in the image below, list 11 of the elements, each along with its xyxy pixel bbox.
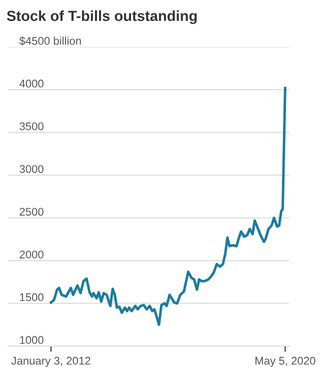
chart-title: Stock of T-bills outstanding [6,10,197,24]
y-tick-label: 3500 [20,122,44,130]
y-tick-label: 2000 [20,250,44,258]
x-tick-label: January 3, 2012 [11,356,90,367]
y-tick-label: 2500 [20,208,44,216]
x-tick-label: May 5, 2020 [256,356,316,367]
y-tick-label: $4500 billion [19,36,81,46]
y-tick-label: 4000 [19,80,44,88]
y-tick-label: 3000 [20,165,44,173]
y-tick-label: 1000 [20,336,44,344]
y-tick-label: 1500 [20,293,44,302]
